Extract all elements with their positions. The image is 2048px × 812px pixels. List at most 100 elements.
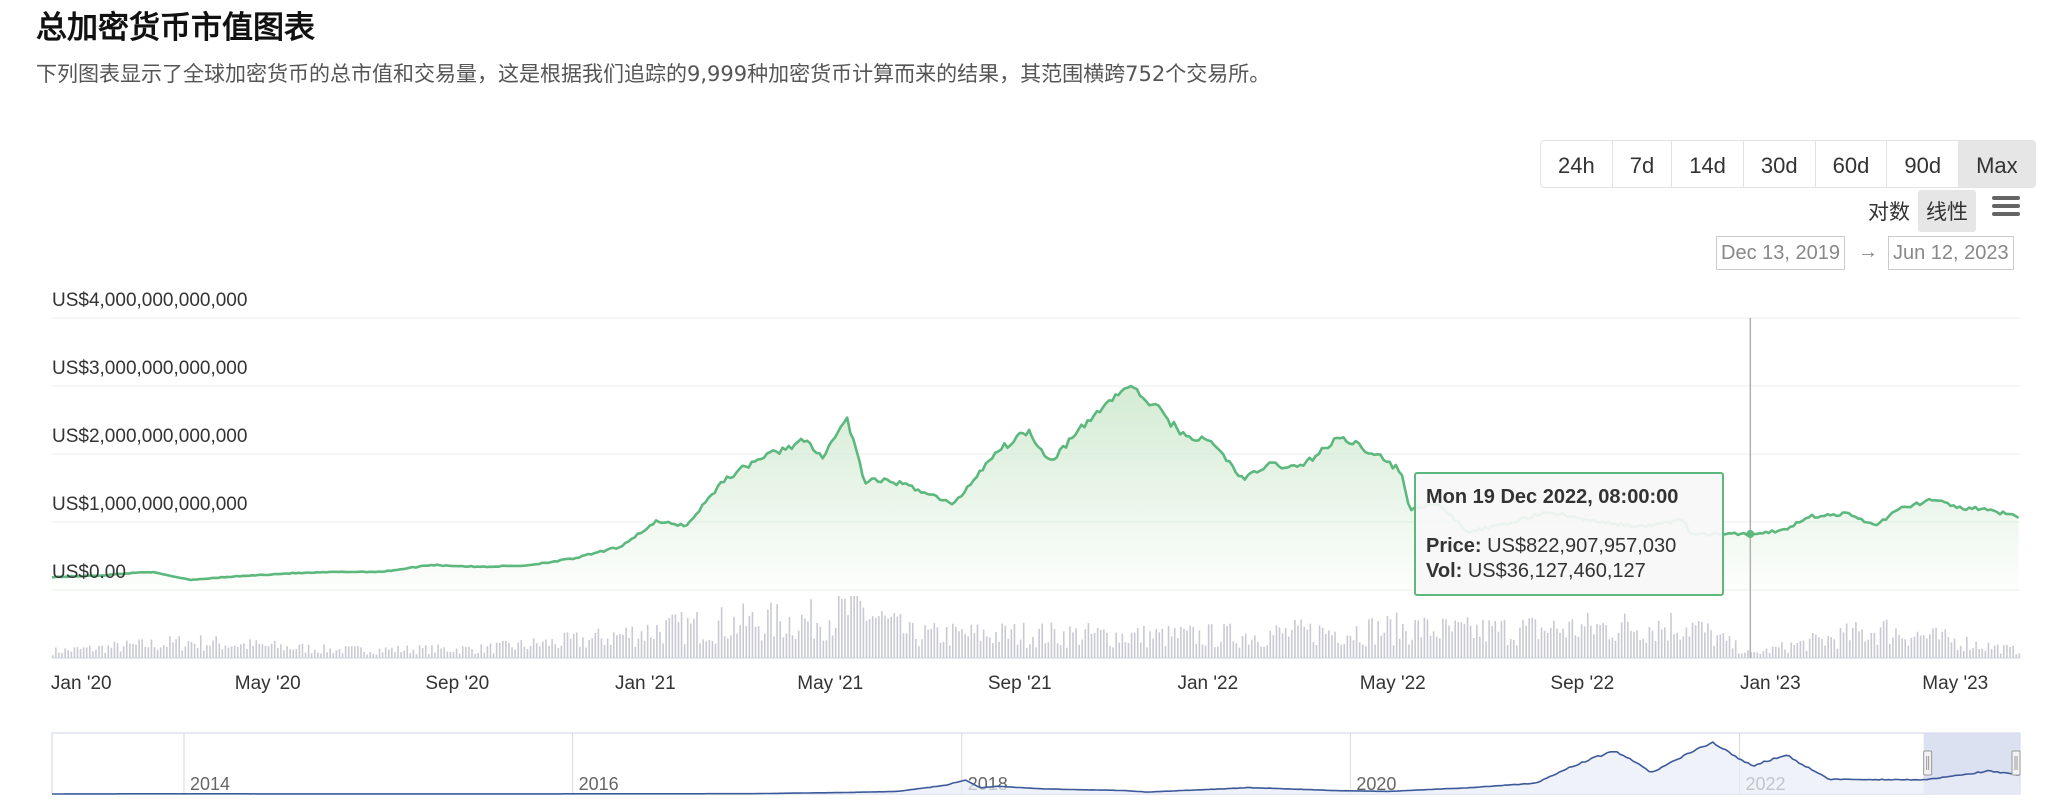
volume-bar — [1213, 647, 1216, 658]
volume-bar — [360, 647, 362, 658]
volume-bar — [1953, 638, 1956, 658]
volume-bar — [1688, 636, 1691, 658]
volume-bar — [52, 655, 54, 658]
volume-bar — [850, 596, 852, 658]
range-24h-button[interactable]: 24h — [1541, 141, 1613, 187]
volume-bar — [656, 625, 658, 658]
volume-bar — [1032, 636, 1034, 658]
volume-bar — [1189, 625, 1191, 658]
linear-scale-button[interactable]: 线性 — [1918, 190, 1976, 232]
volume-bar — [1808, 638, 1811, 658]
volume-bar — [958, 631, 960, 658]
volume-bar — [1667, 640, 1669, 658]
range-60d-button[interactable]: 60d — [1816, 141, 1888, 187]
volume-bar — [1491, 625, 1493, 658]
volume-bar — [921, 639, 923, 658]
volume-bar — [665, 620, 667, 658]
volume-bar — [1852, 628, 1854, 658]
volume-bar — [1158, 632, 1161, 658]
navigator-left-handle[interactable] — [1923, 750, 1933, 776]
volume-bar — [1512, 639, 1515, 658]
volume-bar — [677, 621, 680, 658]
date-to-input[interactable]: Jun 12, 2023 — [1888, 236, 2014, 270]
volume-bar — [264, 645, 267, 658]
volume-bar — [1657, 620, 1660, 658]
volume-bar — [955, 626, 957, 658]
volume-bar — [637, 638, 640, 658]
volume-bar — [1925, 638, 1928, 658]
volume-bar — [751, 611, 754, 658]
range-max-button[interactable]: Max — [1959, 141, 2035, 187]
date-from-input[interactable]: Dec 13, 2019 — [1716, 236, 1845, 270]
x-tick-label: Sep '21 — [988, 673, 1052, 694]
volume-bar — [1093, 632, 1096, 658]
volume-bar — [785, 633, 788, 658]
hamburger-menu-icon[interactable] — [1992, 196, 2020, 218]
volume-bar — [603, 644, 606, 658]
range-30d-button[interactable]: 30d — [1744, 141, 1816, 187]
volume-bar — [831, 635, 834, 658]
volume-bar — [258, 643, 261, 658]
volume-bar — [890, 616, 892, 658]
volume-bar — [508, 642, 510, 658]
volume-bar — [834, 627, 837, 658]
log-scale-button[interactable]: 对数 — [1868, 200, 1910, 224]
volume-bar — [1321, 627, 1324, 658]
volume-bar — [1559, 632, 1561, 658]
volume-bar — [1962, 650, 1965, 658]
volume-bar — [945, 626, 948, 658]
volume-bar — [468, 646, 470, 658]
volume-bar — [1186, 630, 1188, 658]
volume-bar — [1312, 642, 1315, 658]
volume-bar — [529, 646, 532, 658]
volume-bar — [98, 645, 100, 658]
volume-bar — [828, 620, 831, 658]
volume-bar — [1762, 651, 1765, 658]
volume-bar — [767, 609, 769, 658]
volume-bar — [1500, 621, 1503, 658]
volume-bar — [196, 647, 199, 658]
range-90d-button[interactable]: 90d — [1887, 141, 1960, 187]
volume-bar — [1383, 632, 1386, 658]
navigator-right-handle[interactable] — [2011, 750, 2021, 776]
volume-bar — [144, 647, 147, 658]
volume-bar — [437, 644, 439, 658]
volume-bar — [1244, 633, 1247, 658]
volume-bar — [696, 612, 698, 658]
volume-bar — [594, 632, 597, 658]
volume-bar — [1220, 641, 1222, 658]
volume-bar — [933, 623, 936, 658]
volume-bar — [1605, 625, 1608, 658]
volume-bar — [55, 647, 57, 658]
range-7d-button[interactable]: 7d — [1613, 141, 1673, 187]
volume-bar — [634, 646, 637, 658]
volume-bar — [1950, 642, 1953, 658]
volume-bar — [1180, 626, 1182, 658]
volume-bar — [646, 624, 649, 658]
volume-bar — [511, 647, 513, 658]
volume-bar — [215, 636, 217, 658]
volume-bar — [1013, 623, 1016, 658]
volume-bar — [569, 638, 572, 658]
volume-bar — [662, 643, 664, 658]
volume-bar — [631, 626, 634, 658]
range-14d-button[interactable]: 14d — [1672, 141, 1744, 187]
volume-bar — [397, 645, 399, 658]
volume-bar — [1889, 643, 1891, 658]
volume-bar — [307, 644, 310, 658]
volume-bar — [705, 641, 708, 658]
page-title: 总加密货币市值图表 — [36, 10, 315, 46]
volume-bar — [1506, 644, 1509, 658]
volume-bar — [323, 644, 325, 658]
volume-bar — [1386, 615, 1389, 658]
volume-bar — [1368, 619, 1370, 658]
volume-bar — [905, 633, 908, 658]
volume-bar — [156, 649, 159, 658]
volume-bar — [1217, 646, 1219, 658]
volume-bar — [190, 641, 193, 658]
volume-bar — [1861, 629, 1863, 658]
volume-bar — [280, 644, 282, 658]
x-tick-label: Sep '22 — [1550, 673, 1614, 694]
volume-bar — [267, 646, 270, 658]
